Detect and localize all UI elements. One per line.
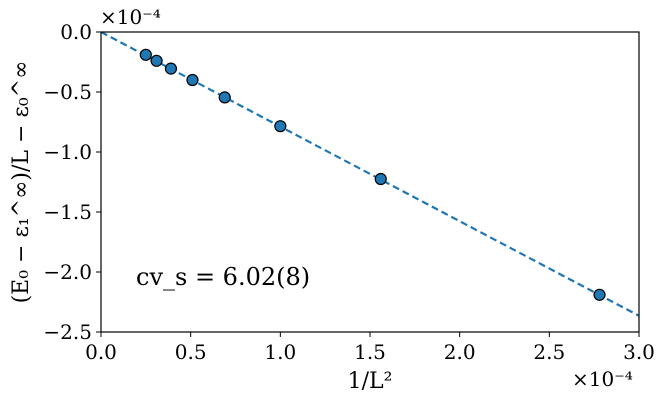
plot-frame: [100, 31, 640, 333]
ticks: 0.0 0.5 1.0 1.5 2.0 2.5 3.0 0.0 −0.5 −1.0 −1.5 −2.0…: [43, 20, 654, 364]
data-point: [150, 54, 163, 67]
data-point: [593, 288, 606, 301]
y-tick-label: 0.0: [60, 20, 92, 44]
data-point: [139, 48, 152, 61]
data-point: [218, 91, 231, 104]
y-axis-label: (E₀ − ε₁^∞)/L − ε₀^∞: [9, 61, 34, 304]
y-tick-label: −0.5: [43, 80, 92, 104]
x-tick-label: 1.5: [354, 340, 386, 364]
x-multiplier-label: ×10⁻⁴: [572, 367, 633, 391]
y-multiplier-label: ×10⁻⁴: [100, 5, 161, 29]
y-tick-label: −2.5: [43, 320, 92, 344]
fit-annotation: cv_s = 6.02(8): [136, 263, 310, 291]
data-point: [374, 172, 387, 186]
data-point: [164, 62, 178, 75]
x-tick-label: 2.0: [444, 340, 476, 364]
x-tick-label: 2.5: [533, 340, 565, 364]
x-tick-label: 3.0: [623, 340, 655, 364]
y-tick-label: −2.0: [43, 260, 92, 284]
data-point: [274, 120, 287, 133]
x-tick-label: 1.0: [264, 340, 296, 364]
x-tick-label: 0.0: [85, 340, 117, 364]
series: [101, 32, 639, 317]
x-tick-label: 0.5: [175, 340, 207, 364]
y-tick-label: −1.0: [43, 140, 92, 164]
y-tick-label: −1.5: [43, 200, 92, 224]
x-axis-label: 1/L²: [348, 369, 393, 394]
data-point: [186, 73, 199, 87]
